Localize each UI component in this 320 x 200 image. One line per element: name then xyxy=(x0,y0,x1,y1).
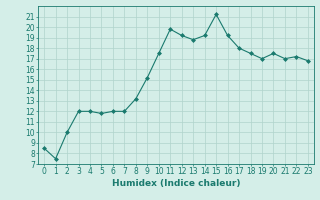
X-axis label: Humidex (Indice chaleur): Humidex (Indice chaleur) xyxy=(112,179,240,188)
